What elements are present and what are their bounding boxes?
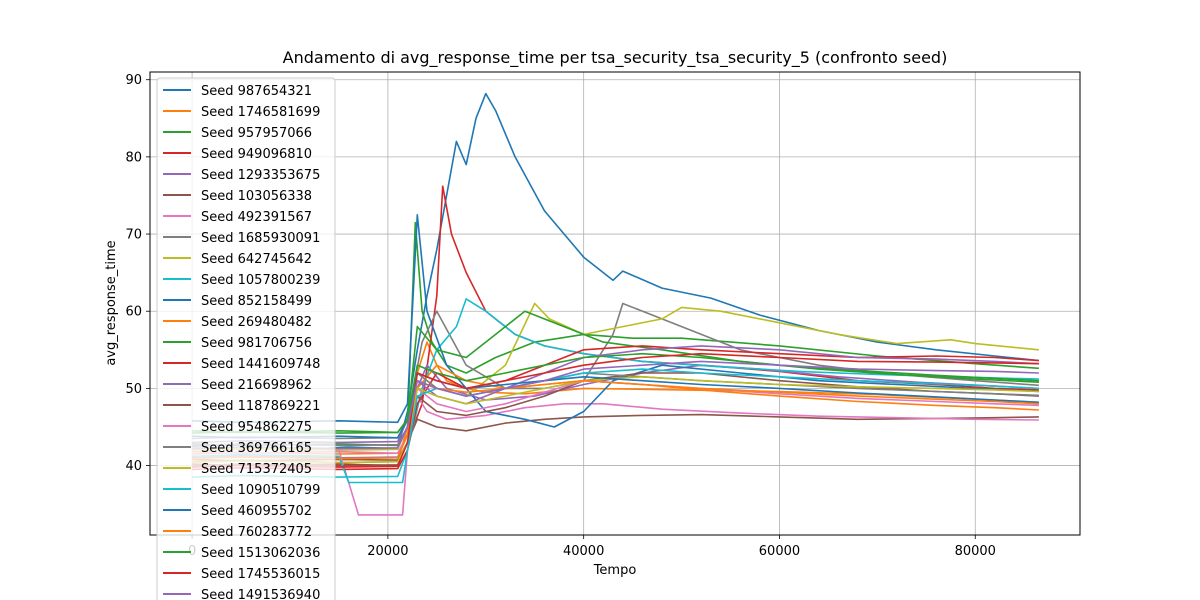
legend-label: Seed 1491536940 [201, 588, 320, 600]
series-line-9 [192, 302, 1039, 451]
legend-label: Seed 642745642 [201, 252, 312, 267]
y-tick-label: 80 [125, 150, 142, 165]
legend-label: Seed 492391567 [201, 210, 312, 225]
y-tick-label: 40 [125, 459, 142, 474]
plot-frame [149, 71, 1081, 536]
x-tick-label: 40000 [563, 544, 604, 559]
legend-label: Seed 1441609748 [201, 357, 320, 372]
series-line-25 [192, 360, 1039, 450]
legend-label: Seed 1090510799 [201, 483, 320, 498]
legend-label: Seed 715372405 [201, 462, 312, 477]
legend-label: Seed 103056338 [201, 189, 312, 204]
y-tick-label: 50 [125, 382, 142, 397]
series-line-17 [192, 379, 1039, 454]
y-tick-label: 60 [125, 305, 142, 320]
series-line-21 [192, 372, 1039, 439]
series-line-24 [192, 352, 1039, 468]
legend-label: Seed 1746581699 [201, 105, 320, 120]
y-tick-label: 70 [125, 228, 142, 243]
legend-label: Seed 1685930091 [201, 231, 320, 246]
legend-label: Seed 269480482 [201, 315, 312, 330]
series-line-11 [192, 214, 1039, 428]
y-axis-label: avg_response_time [104, 240, 119, 365]
legend-label: Seed 1057800239 [201, 273, 320, 288]
x-axis: 020000400006000080000 [188, 535, 996, 559]
y-axis: 40 50 60 70 80 90 [125, 73, 150, 474]
legend-label: Seed 369766165 [201, 441, 312, 456]
x-axis-label: Tempo [593, 563, 637, 578]
legend-label: Seed 1745536015 [201, 567, 320, 582]
legend-label: Seed 216698962 [201, 378, 312, 393]
legend-label: Seed 987654321 [201, 84, 312, 99]
series-line-10 [192, 298, 1039, 478]
legend: Seed 987654321 Seed 1746581699 Seed 957957… [156, 77, 336, 600]
chart-title: Andamento di avg_response_time per tsa_s… [283, 48, 948, 68]
series-line-7 [192, 395, 1039, 516]
series-line-19 [192, 376, 1039, 464]
y-tick-label: 90 [125, 73, 142, 88]
legend-label: Seed 1513062036 [201, 546, 320, 561]
legend-label: Seed 981706756 [201, 336, 312, 351]
legend-label: Seed 760283772 [201, 525, 312, 540]
series-layer [192, 92, 1039, 516]
legend-label: Seed 1293353675 [201, 168, 320, 183]
legend-label: Seed 954862275 [201, 420, 312, 435]
legend-label: Seed 852158499 [201, 294, 312, 309]
legend-label: Seed 1187869221 [201, 399, 320, 414]
legend-box [156, 77, 336, 600]
series-line-3 [192, 221, 1039, 447]
series-line-8 [192, 302, 1039, 440]
x-tick-label: 80000 [955, 544, 996, 559]
x-tick-label: 20000 [367, 544, 408, 559]
legend-label: Seed 957957066 [201, 126, 312, 141]
series-line-13 [192, 310, 1039, 434]
x-tick-label: 60000 [759, 544, 800, 559]
legend-label: Seed 949096810 [201, 147, 312, 162]
legend-label: Seed 460955702 [201, 504, 312, 519]
series-line-23 [192, 352, 1039, 434]
